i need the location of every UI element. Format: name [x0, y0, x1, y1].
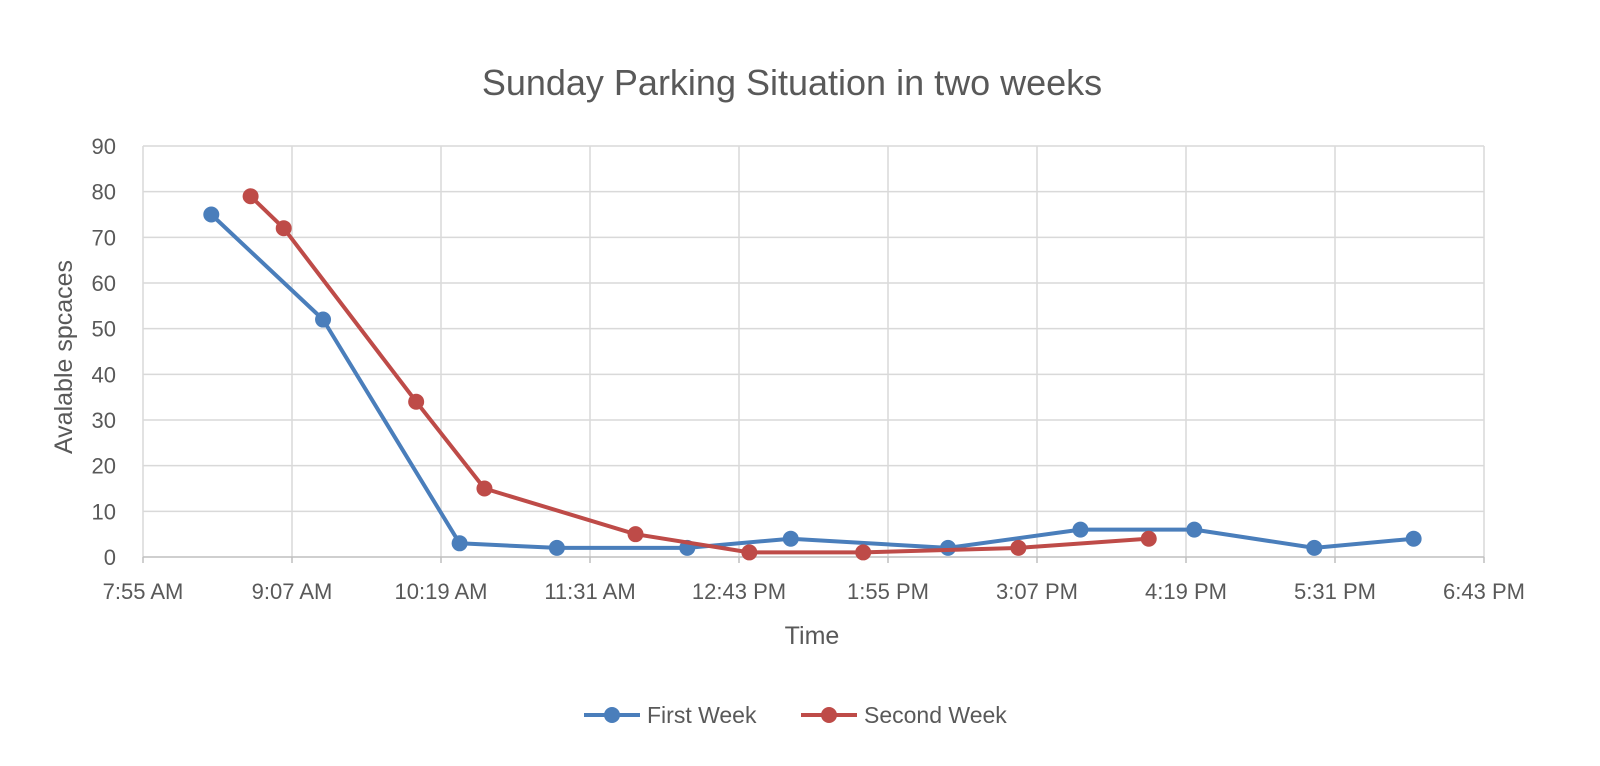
x-tick-label: 4:19 PM — [1145, 579, 1227, 604]
x-tick-label: 6:43 PM — [1443, 579, 1525, 604]
data-point-second-week — [476, 480, 493, 497]
legend-label-first-week: First Week — [647, 702, 757, 728]
data-point-first-week — [315, 311, 332, 328]
data-point-first-week — [548, 539, 565, 556]
x-tick-label: 3:07 PM — [996, 579, 1078, 604]
data-point-second-week — [855, 544, 872, 561]
chart-title: Sunday Parking Situation in two weeks — [482, 62, 1102, 103]
data-point-second-week — [242, 188, 259, 205]
y-tick-label: 90 — [92, 134, 116, 159]
data-point-second-week — [275, 220, 292, 237]
y-tick-label: 70 — [92, 225, 116, 250]
legend-marker-first-week — [604, 707, 620, 723]
y-tick-label: 10 — [92, 499, 116, 524]
x-tick-label: 9:07 AM — [252, 579, 333, 604]
y-axis-title: Avalable spcaces — [50, 260, 78, 454]
x-tick-label: 10:19 AM — [395, 579, 488, 604]
data-point-second-week — [1140, 530, 1157, 547]
y-tick-label: 30 — [92, 408, 116, 433]
data-point-second-week — [627, 526, 644, 543]
data-point-first-week — [1306, 539, 1323, 556]
y-tick-label: 20 — [92, 454, 116, 479]
data-point-first-week — [1405, 530, 1422, 547]
x-axis-title: Time — [785, 622, 840, 650]
data-point-second-week — [408, 393, 425, 410]
y-tick-label: 60 — [92, 271, 116, 296]
x-tick-label: 1:55 PM — [847, 579, 929, 604]
legend-marker-second-week — [821, 707, 837, 723]
y-tick-label: 50 — [92, 317, 116, 342]
series-line-first-week — [209, 212, 1416, 550]
series-plot-area — [203, 188, 1422, 561]
y-tick-label: 0 — [104, 545, 116, 570]
data-point-first-week — [203, 206, 220, 223]
data-point-first-week — [451, 535, 468, 552]
axes — [142, 146, 1485, 563]
tick-labels: 0 10 20 30 40 50 60 70 80 90 7:55 AM 9:07 AM 10:19 A… — [92, 134, 1525, 604]
x-tick-label: 12:43 PM — [692, 579, 786, 604]
x-tick-label: 11:31 AM — [544, 579, 635, 604]
data-point-first-week — [1072, 521, 1089, 538]
legend-label-second-week: Second Week — [864, 702, 1007, 728]
legend: First Week Second Week — [584, 702, 1007, 728]
data-point-first-week — [1186, 521, 1203, 538]
x-tick-label: 5:31 PM — [1294, 579, 1376, 604]
data-point-second-week — [1010, 539, 1027, 556]
x-tick-label: 7:55 AM — [103, 579, 184, 604]
y-tick-label: 80 — [92, 180, 116, 205]
data-point-first-week — [782, 530, 799, 547]
data-point-second-week — [741, 544, 758, 561]
gridlines — [143, 145, 1485, 557]
y-tick-label: 40 — [92, 362, 116, 387]
